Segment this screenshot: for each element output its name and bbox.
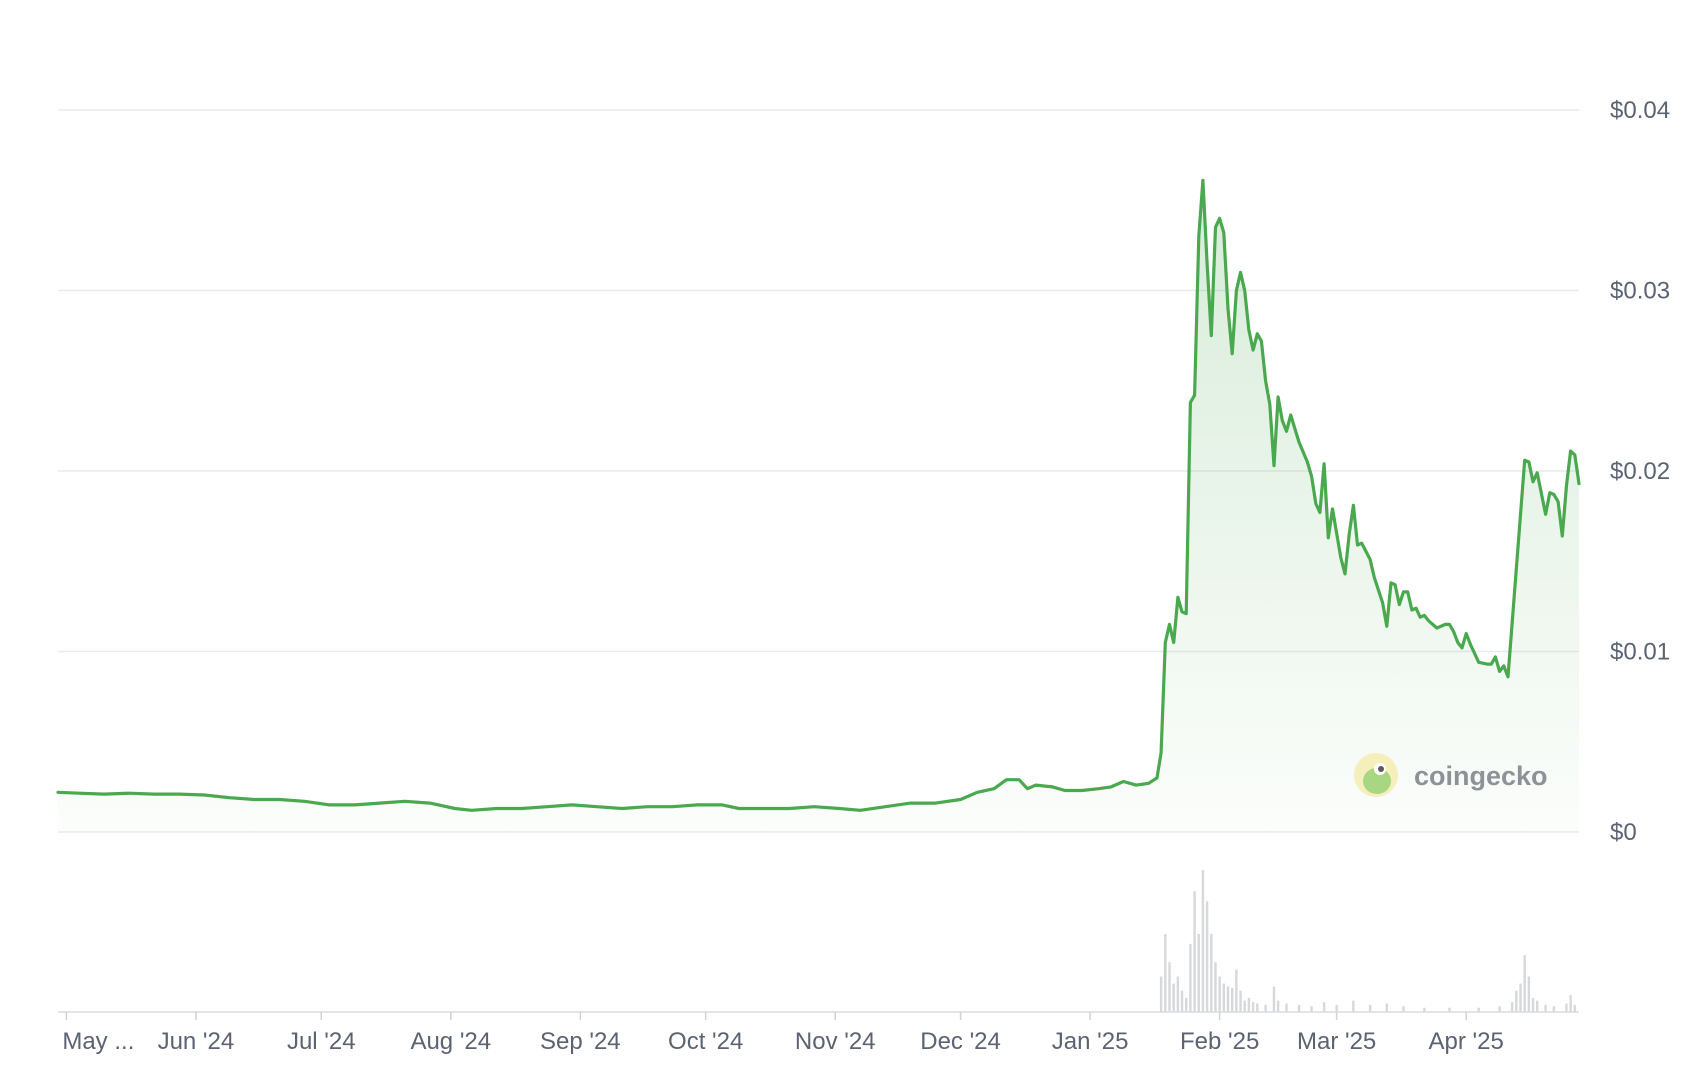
volume-bar (1172, 983, 1175, 1012)
volume-bar (1402, 1006, 1405, 1012)
volume-bar (1185, 997, 1188, 1012)
volume-bar (1322, 1002, 1326, 1012)
volume-bar (1498, 1006, 1501, 1012)
volume-bar (1523, 955, 1526, 1012)
price-line (56, 178, 1581, 812)
volume-bar (1168, 962, 1171, 1012)
x-tick-label: Jun '24 (158, 1028, 235, 1055)
volume-bar (1297, 1004, 1301, 1012)
volume-bar (1352, 1000, 1355, 1012)
volume-bar (1201, 870, 1205, 1012)
volume-bar (1515, 990, 1518, 1012)
volume-bar (1477, 1007, 1480, 1012)
volume-bar (1527, 976, 1531, 1012)
x-tick-label: Sep '24 (540, 1028, 621, 1055)
x-tick-label: Mar '25 (1297, 1028, 1376, 1055)
volume-bars (1159, 870, 1577, 1012)
x-tick-label: Oct '24 (668, 1028, 743, 1055)
x-tick-label: Dec '24 (920, 1028, 1001, 1055)
gecko-pupil-icon (1378, 766, 1384, 772)
volume-bar (1235, 969, 1238, 1012)
price-area (56, 178, 1581, 832)
x-tick-label: May ... (62, 1028, 134, 1055)
volume-bar (1552, 1006, 1556, 1012)
x-tick-label: Jul '24 (287, 1028, 356, 1055)
y-tick-label: $0.02 (1610, 458, 1670, 485)
coingecko-watermark: coingecko (1354, 753, 1548, 797)
volume-bar (1218, 976, 1221, 1012)
volume-bar (1159, 976, 1163, 1012)
x-tick-label: Apr '25 (1429, 1028, 1504, 1055)
volume-bar (1197, 933, 1200, 1012)
volume-bar (1164, 933, 1167, 1012)
volume-bar (1519, 983, 1522, 1012)
volume-bar (1205, 901, 1209, 1012)
volume-bar (1276, 1000, 1280, 1012)
y-tick-label: $0.03 (1610, 278, 1670, 305)
volume-bar (1335, 1004, 1338, 1012)
y-axis: $0 $0.01 $0.02 $0.03 $0.04 (1610, 97, 1670, 846)
volume-bar (1214, 962, 1217, 1012)
volume-bar (1264, 1004, 1267, 1012)
volume-bar (1256, 1003, 1259, 1012)
volume-bar (1243, 1000, 1246, 1012)
x-axis: May ... Jun '24 Jul '24 Aug '24 Sep '24 Oct '… (58, 1011, 1579, 1055)
y-tick-label: $0.04 (1610, 97, 1670, 124)
volume-bar (1536, 1000, 1539, 1012)
volume-bar (1368, 1004, 1372, 1012)
volume-bar (1448, 1007, 1451, 1012)
volume-bar (1230, 987, 1234, 1012)
volume-bar (1226, 986, 1230, 1012)
gecko-body-icon (1363, 768, 1391, 794)
y-tick-label: $0 (1610, 819, 1637, 846)
brand-name: coingecko (1414, 761, 1548, 791)
x-tick-label: Nov '24 (795, 1028, 876, 1055)
x-tick-label: Aug '24 (410, 1028, 491, 1055)
volume-bar (1565, 1003, 1568, 1012)
volume-bar (1272, 986, 1276, 1012)
volume-bar (1210, 933, 1213, 1012)
volume-bar (1251, 1002, 1255, 1012)
volume-bar (1176, 976, 1180, 1012)
volume-bar (1180, 990, 1184, 1012)
volume-bar (1239, 990, 1242, 1012)
volume-bar (1510, 1002, 1514, 1012)
volume-bar (1247, 997, 1251, 1012)
volume-bar (1423, 1007, 1426, 1012)
volume-bar (1544, 1004, 1547, 1012)
volume-bar (1573, 1004, 1577, 1012)
x-tick-label: Feb '25 (1180, 1028, 1259, 1055)
volume-bar (1310, 1006, 1313, 1012)
volume-bar (1531, 997, 1535, 1012)
volume-bar (1285, 1003, 1288, 1012)
volume-bar (1385, 1003, 1388, 1012)
volume-bar (1222, 983, 1226, 1012)
volume-bar (1569, 994, 1572, 1012)
volume-bar (1193, 891, 1196, 1012)
y-tick-label: $0.01 (1610, 639, 1670, 666)
volume-bar (1189, 943, 1192, 1012)
x-tick-label: Jan '25 (1052, 1028, 1129, 1055)
price-area-fill (58, 180, 1579, 832)
